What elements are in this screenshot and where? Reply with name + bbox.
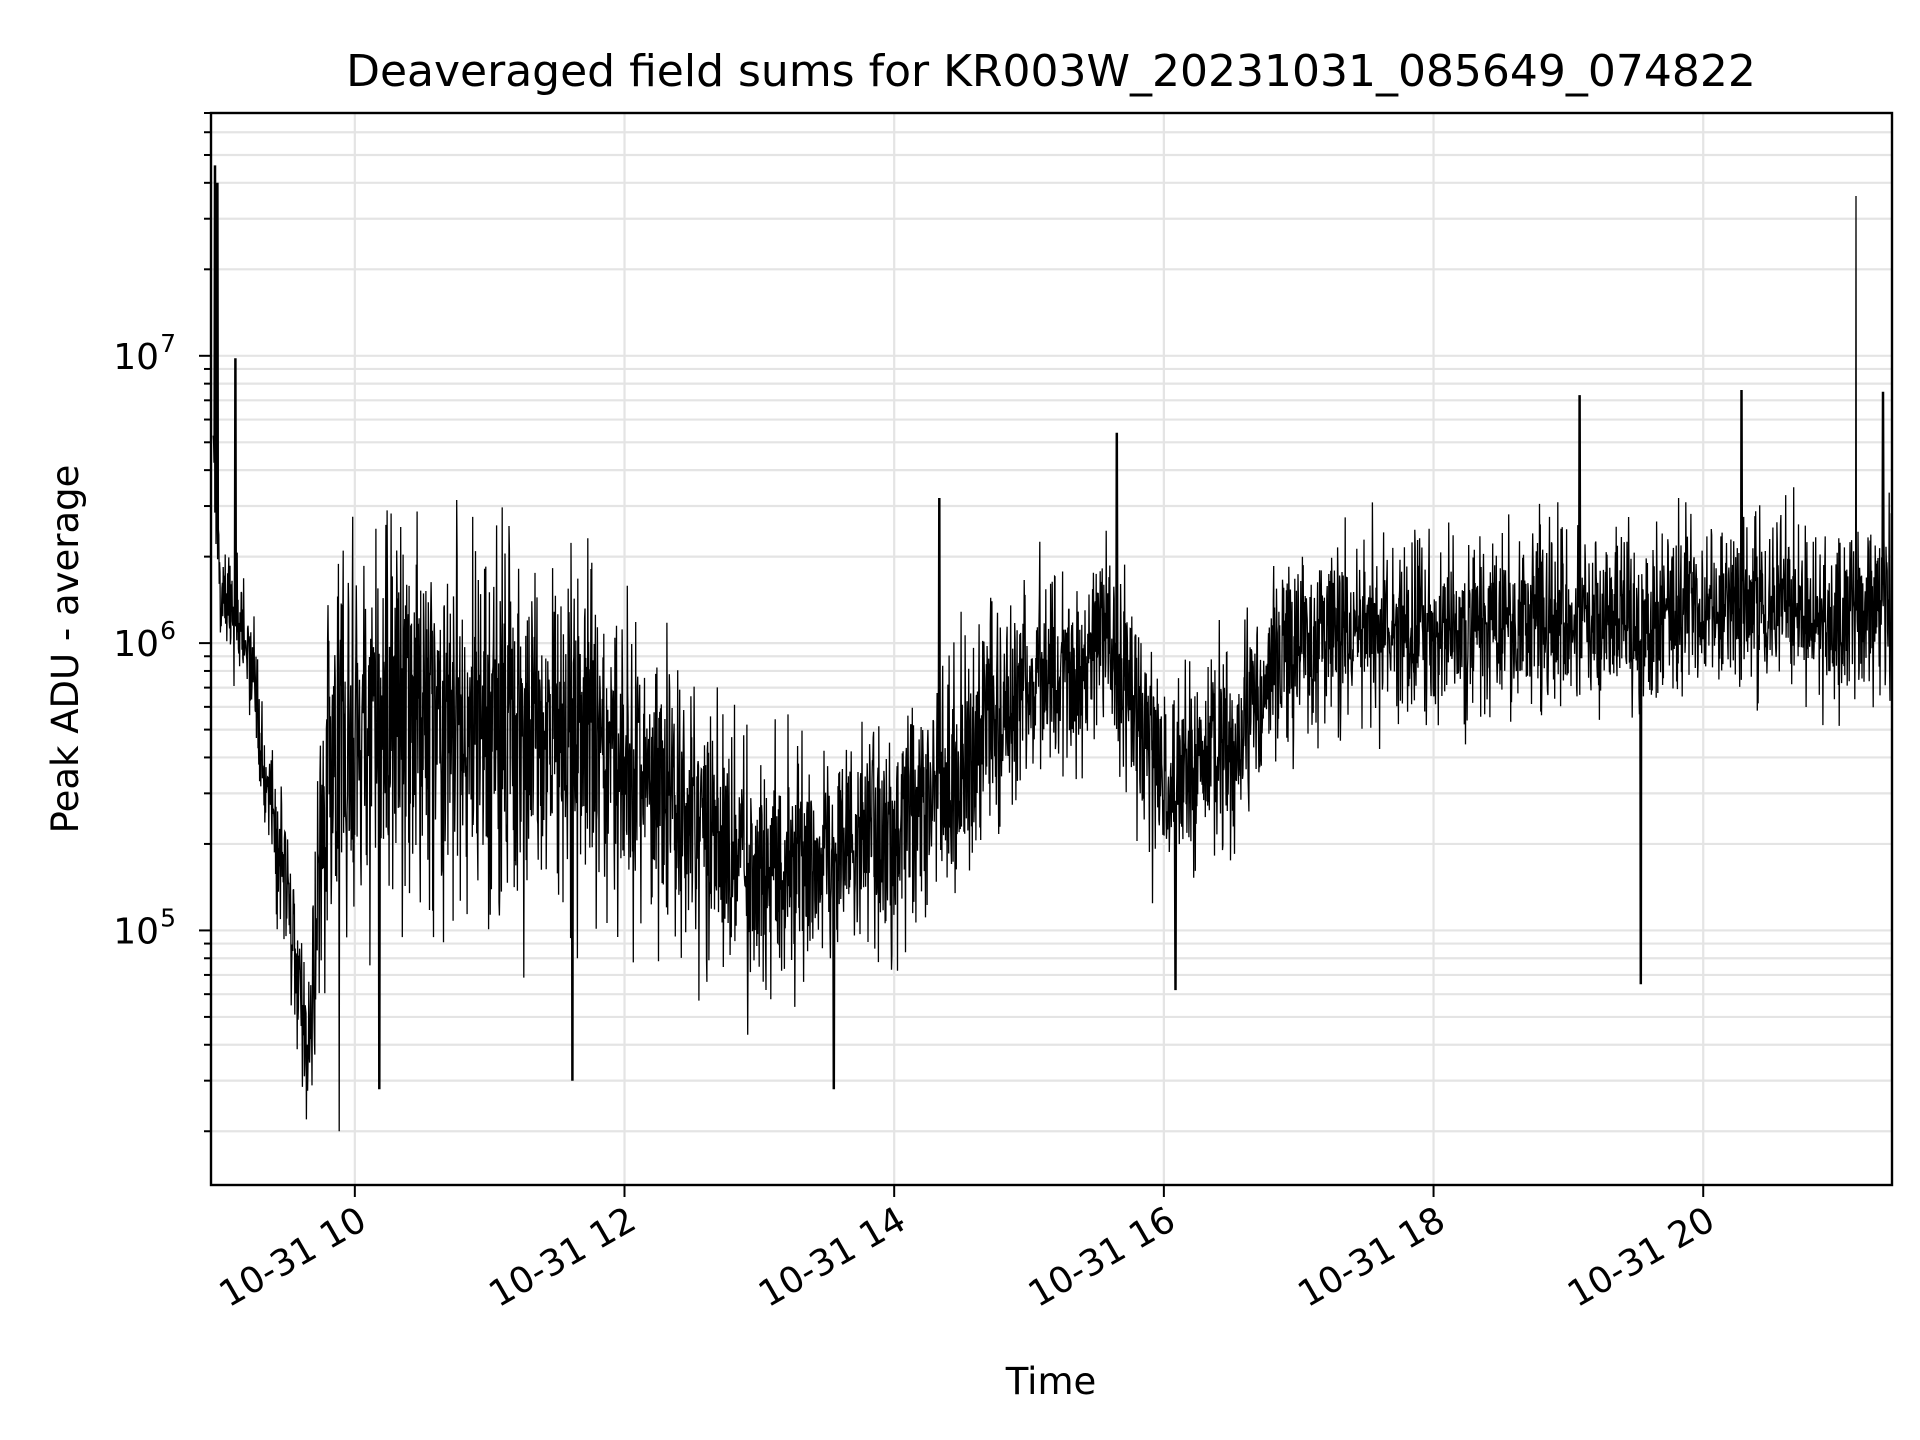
plot-frame: [209, 111, 1894, 1187]
x-axis-label: Time: [1005, 1360, 1097, 1403]
y-tick-label: 10: [113, 337, 159, 378]
x-tick-label: 10-31 12: [482, 1199, 643, 1315]
x-tick-label: 10-31 20: [1561, 1199, 1722, 1315]
chart-title: Deaveraged field sums for KR003W_2023103…: [346, 46, 1756, 97]
x-tick-label: 10-31 18: [1291, 1199, 1452, 1315]
y-tick-label: 10: [113, 624, 159, 665]
x-tick-label: 10-31 14: [752, 1199, 913, 1315]
y-tick-exponent: 5: [160, 903, 176, 932]
x-tick-label: 10-31 16: [1022, 1199, 1183, 1315]
series-line: [212, 165, 1893, 1132]
x-tick-label: 10-31 10: [213, 1199, 374, 1315]
y-tick-label: 10: [113, 911, 159, 952]
y-tick-exponent: 7: [160, 329, 176, 358]
y-axis-label: Peak ADU - average: [44, 465, 87, 834]
x-axis: 10-31 10 10-31 12 10-31 14 10-31 16 10-31 18…: [213, 1185, 1722, 1316]
y-tick-exponent: 6: [160, 616, 176, 645]
